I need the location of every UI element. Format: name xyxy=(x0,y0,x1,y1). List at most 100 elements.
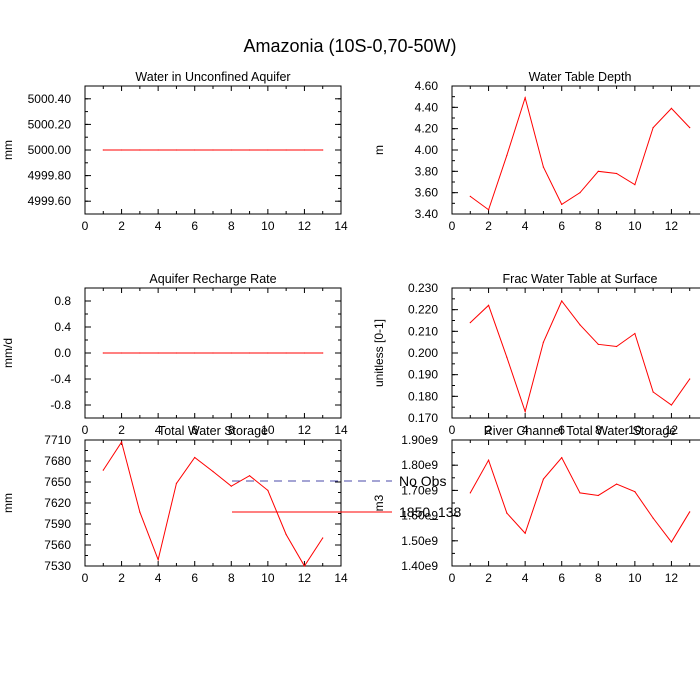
x-tick-label: 2 xyxy=(118,423,125,437)
legend-label-1850-138: 1850_138 xyxy=(399,504,462,520)
y-tick-label: 0.220 xyxy=(408,303,438,317)
data-point xyxy=(212,352,214,354)
data-point xyxy=(139,511,141,513)
y-tick-label: 1.90e9 xyxy=(401,433,438,447)
x-tick-label: 12 xyxy=(298,219,312,233)
y-tick-label: 3.80 xyxy=(415,164,439,178)
data-point xyxy=(230,352,232,354)
data-point xyxy=(322,352,324,354)
data-point xyxy=(469,492,471,494)
data-point xyxy=(175,149,178,151)
y-tick-label: 1.70e9 xyxy=(401,483,438,497)
x-tick-label: 4 xyxy=(155,423,162,437)
x-tick-label: 0 xyxy=(82,219,89,233)
y-tick-label: 4.00 xyxy=(415,143,439,157)
panel-water-in-unconfined-aquifer: Water in Unconfined Aquifer 0 2 4 6 8 10 12 14 49… xyxy=(1,70,348,233)
x-tick-label: 8 xyxy=(228,571,235,585)
data-point xyxy=(120,149,123,151)
data-point xyxy=(506,356,508,358)
plot-frame xyxy=(84,439,342,567)
y-tick-label: 7530 xyxy=(44,559,71,573)
panel-title: Water in Unconfined Aquifer xyxy=(135,70,290,84)
x-tick-label: 6 xyxy=(558,423,565,437)
data-point xyxy=(652,391,654,393)
data-point xyxy=(267,489,269,491)
data-point xyxy=(615,172,618,175)
y-tick-label: 1.50e9 xyxy=(401,534,438,548)
data-point xyxy=(506,512,508,514)
data-point xyxy=(689,127,691,129)
data-point xyxy=(194,149,196,151)
y-axis-label: m3 xyxy=(372,494,386,511)
data-point xyxy=(579,192,581,194)
data-point xyxy=(175,482,178,484)
data-point xyxy=(670,404,673,406)
data-point xyxy=(285,352,287,354)
data-point xyxy=(469,195,471,197)
data-point xyxy=(248,352,251,354)
data-point xyxy=(157,559,159,561)
x-tick-label: 4 xyxy=(155,571,162,585)
x-tick-label: 6 xyxy=(191,423,198,437)
data-point xyxy=(139,352,141,354)
y-tick-label: 1.60e9 xyxy=(401,509,438,523)
data-point xyxy=(542,341,545,343)
x-tick-label: 12 xyxy=(665,219,679,233)
x-tick-label: 0 xyxy=(82,423,89,437)
x-tick-label: 4 xyxy=(522,219,529,233)
x-tick-label: 0 xyxy=(82,571,89,585)
legend: No Obs 1850_138 xyxy=(232,473,462,520)
y-tick-label: 1.80e9 xyxy=(401,458,438,472)
y-tick-label: 7620 xyxy=(44,496,71,510)
y-tick-label: 0.210 xyxy=(408,324,438,338)
panel-river-channel-total-water-storage: River Channel Total Water Storage 0 2 4 6 8 10… xyxy=(372,424,700,585)
data-point xyxy=(487,209,490,211)
data-point xyxy=(303,352,306,354)
y-tick-label: 4.40 xyxy=(415,100,439,114)
y-tick-label: 4999.80 xyxy=(28,169,72,183)
panel-title: Water Table Depth xyxy=(529,70,632,84)
data-point xyxy=(303,149,306,151)
data-point xyxy=(634,332,636,335)
y-tick-label: 0.0 xyxy=(54,346,71,360)
x-tick-label: 6 xyxy=(558,219,565,233)
x-tick-label: 2 xyxy=(485,571,492,585)
data-point xyxy=(322,537,324,539)
data-point xyxy=(102,352,104,354)
data-point xyxy=(652,517,654,519)
y-tick-label: 7590 xyxy=(44,517,71,531)
data-point xyxy=(670,107,673,109)
y-tick-label: 0.180 xyxy=(408,389,438,403)
x-tick-label: 6 xyxy=(558,571,565,585)
x-tick-label: 14 xyxy=(334,571,348,585)
x-tick-label: 14 xyxy=(334,219,348,233)
y-tick-label: 0.4 xyxy=(54,320,71,334)
data-point xyxy=(524,410,526,413)
data-point xyxy=(487,459,490,461)
data-point xyxy=(579,324,581,326)
x-tick-label: 10 xyxy=(628,219,642,233)
y-tick-label: -0.8 xyxy=(50,398,71,412)
data-point xyxy=(561,457,563,459)
data-point xyxy=(322,149,324,151)
y-tick-label: 4.60 xyxy=(415,79,439,93)
data-point xyxy=(230,149,232,151)
y-axis-label: unitless [0-1] xyxy=(372,319,386,387)
x-tick-label: 8 xyxy=(595,219,602,233)
y-tick-label: 5000.40 xyxy=(28,92,72,106)
data-point xyxy=(597,494,599,497)
data-point xyxy=(542,166,545,168)
data-point xyxy=(561,203,563,205)
y-tick-label: 7650 xyxy=(44,475,71,489)
x-tick-label: 8 xyxy=(228,219,235,233)
x-tick-label: 2 xyxy=(485,219,492,233)
data-point xyxy=(597,170,599,172)
y-axis-label: m xyxy=(372,145,386,155)
x-tick-label: 10 xyxy=(628,423,642,437)
data-point xyxy=(634,184,636,186)
y-tick-label: 0.200 xyxy=(408,346,438,360)
data-point xyxy=(212,470,214,473)
x-tick-label: 4 xyxy=(522,423,529,437)
data-point xyxy=(194,456,196,459)
